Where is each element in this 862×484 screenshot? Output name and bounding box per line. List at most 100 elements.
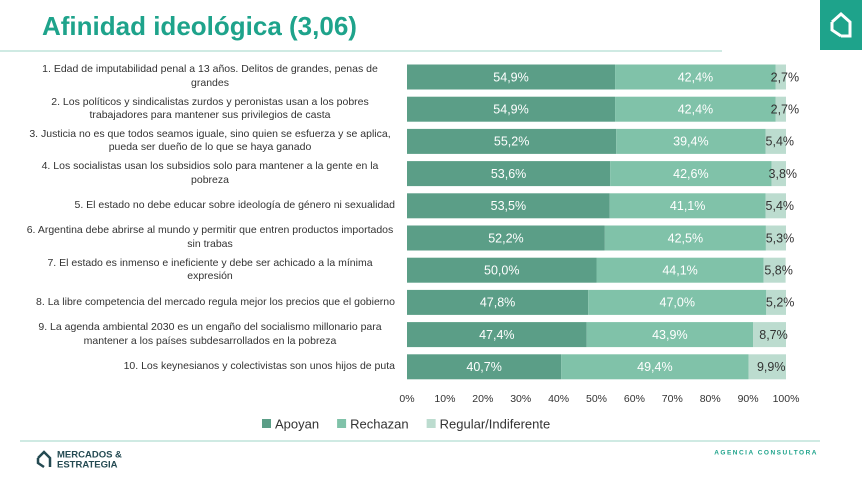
category-label: 8. La libre competencia del mercado regu… <box>25 286 395 318</box>
x-tick-label: 20% <box>472 393 493 405</box>
category-text: 5. El estado no debe educar sobre ideolo… <box>74 198 396 211</box>
bar-segment <box>775 64 786 90</box>
value-label: 5,2% <box>766 296 795 310</box>
bar-segment <box>407 289 589 315</box>
value-label: 54,9% <box>493 102 528 116</box>
legend-swatch <box>337 419 347 428</box>
category-label: 9. La agenda ambiental 2030 es un engaño… <box>25 319 395 351</box>
x-tick-label: 70% <box>662 393 683 405</box>
logo-icon <box>830 11 852 38</box>
category-text: 7. El estado es inmenso e ineficiente y … <box>47 256 373 283</box>
bar-segment <box>615 96 776 122</box>
value-label: 52,2% <box>488 231 523 245</box>
category-text: 6. Argentina debe abrirse al mundo y per… <box>26 224 394 250</box>
value-label: 47,8% <box>480 296 515 310</box>
x-tick-label: 50% <box>586 393 607 405</box>
value-label: 53,6% <box>491 167 526 181</box>
category-text: 3. Justicia no es que todos seamos igual… <box>29 127 391 154</box>
value-label: 49,4% <box>637 360 672 374</box>
category-label: 6. Argentina debe abrirse al mundo y per… <box>25 222 395 254</box>
bar-segment <box>407 64 616 90</box>
category-label: 10. Los keynesianos y colectivistas son … <box>25 351 395 383</box>
bar-segment <box>753 322 786 348</box>
bar-segment <box>765 193 786 219</box>
bar-segment <box>610 161 772 187</box>
category-label: 7. El estado es inmenso e ineficiente y … <box>25 254 395 286</box>
value-label: 42,6% <box>673 167 708 181</box>
value-label: 5,4% <box>766 135 795 149</box>
category-label: 5. El estado no debe educar sobre ideolo… <box>25 190 396 222</box>
value-label: 44,1% <box>662 263 697 277</box>
logo-text: ESTRATEGIA <box>57 460 118 471</box>
x-tick-label: 40% <box>548 393 569 405</box>
tagline: AGENCIA CONSULTORA <box>714 450 818 457</box>
category-label: 4. Los socialistas usan los subsidios so… <box>25 158 395 190</box>
bar-segment <box>586 322 754 348</box>
bar-segment <box>407 96 616 122</box>
bar-segment <box>609 193 766 219</box>
value-label: 54,9% <box>493 70 528 84</box>
value-label: 55,2% <box>494 135 529 149</box>
x-tick-label: 10% <box>434 393 455 405</box>
legend-label: Apoyan <box>275 416 319 431</box>
value-label: 5,4% <box>766 199 795 213</box>
value-label: 40,7% <box>466 360 501 374</box>
x-tick-label: 30% <box>510 393 531 405</box>
value-label: 9,9% <box>757 360 786 374</box>
category-text: 4. Los socialistas usan los subsidios so… <box>41 159 379 186</box>
category-text: 9. La agenda ambiental 2030 es un engaño… <box>38 320 382 347</box>
x-tick-label: 100% <box>773 393 800 405</box>
bar-segment <box>771 161 786 187</box>
bar-segment <box>407 161 611 187</box>
bar-segment <box>407 257 597 283</box>
bar-segment <box>766 289 786 315</box>
bar-segment <box>775 96 786 122</box>
bar-segment <box>407 225 605 251</box>
value-label: 50,0% <box>484 263 519 277</box>
x-tick-label: 80% <box>700 393 721 405</box>
x-tick-label: 60% <box>624 393 645 405</box>
bar-segment <box>615 64 776 90</box>
category-text: 8. La libre competencia del mercado regu… <box>36 295 395 308</box>
chart-title: Afinidad ideológica (3,06) <box>42 11 357 41</box>
value-label: 2,7% <box>771 70 800 84</box>
legend-swatch <box>262 419 271 428</box>
bar-segment <box>596 257 764 283</box>
category-label: 3. Justicia no es que todos seamos igual… <box>25 125 395 157</box>
value-label: 3,8% <box>769 167 798 181</box>
bar-segment <box>765 225 786 251</box>
bar-segment <box>604 225 766 251</box>
value-label: 5,3% <box>766 231 795 245</box>
value-label: 47,4% <box>479 328 514 342</box>
logo-text: MERCADOS & <box>57 450 122 461</box>
legend-label: Rechazan <box>350 416 409 431</box>
category-text: 2. Los políticos y sindicalistas zurdos … <box>51 95 369 122</box>
bar-segment <box>407 354 562 380</box>
category-text: 1. Edad de imputabilidad penal a 13 años… <box>42 63 378 89</box>
bar-segment <box>616 128 766 154</box>
x-tick-label: 90% <box>738 393 759 405</box>
bar-segment <box>407 128 617 154</box>
value-label: 53,5% <box>491 199 526 213</box>
value-label: 42,5% <box>668 231 703 245</box>
bar-segment <box>588 289 767 315</box>
logo-badge <box>820 0 862 50</box>
value-label: 41,1% <box>670 199 705 213</box>
value-label: 42,4% <box>678 70 713 84</box>
value-label: 2,7% <box>771 102 800 116</box>
value-label: 43,9% <box>652 328 687 342</box>
bar-segment <box>748 354 786 380</box>
legend-label: Regular/Indiferente <box>440 416 551 431</box>
value-label: 47,0% <box>660 296 695 310</box>
legend-swatch <box>426 419 436 428</box>
bar-segment <box>407 322 587 348</box>
bar-segment <box>765 128 786 154</box>
bar-segment <box>763 257 786 283</box>
bar-segment <box>561 354 749 380</box>
footer-logo-icon <box>36 450 52 469</box>
bar-segment <box>407 193 610 219</box>
category-label: 1. Edad de imputabilidad penal a 13 años… <box>25 61 395 93</box>
value-label: 42,4% <box>678 102 713 116</box>
